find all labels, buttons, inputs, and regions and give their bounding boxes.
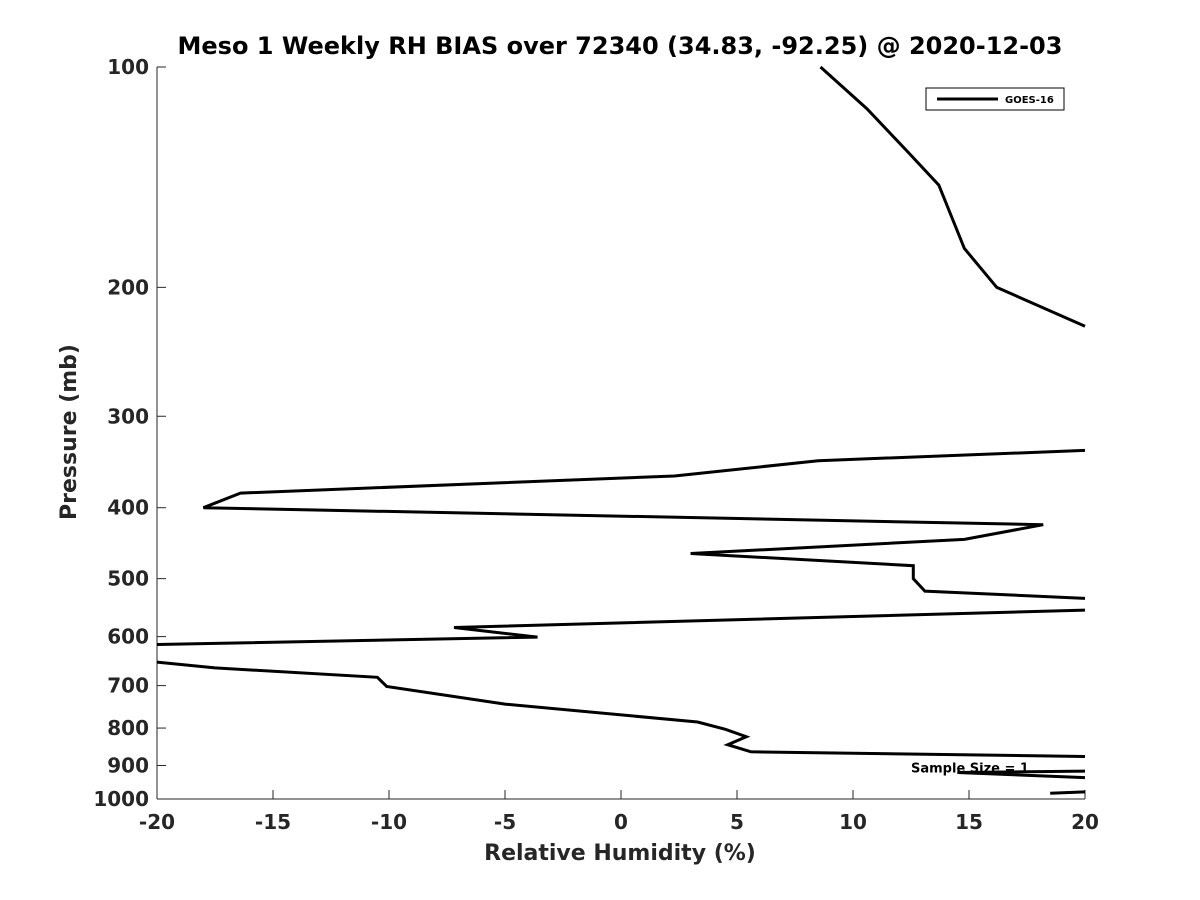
x-axis-label: Relative Humidity (%)	[484, 841, 756, 866]
series-line-goes-16-segment-6	[957, 771, 1086, 780]
y-tick-label: 100	[107, 55, 149, 79]
series-line-goes-16-segment-2	[202, 448, 1086, 600]
y-tick-label: 1000	[93, 787, 149, 811]
series-layer	[156, 65, 1086, 795]
y-tick-label: 500	[107, 567, 149, 591]
x-tick-label: 15	[955, 810, 983, 834]
y-axis-label: Pressure (mb)	[57, 344, 82, 520]
sample-size-annotation: Sample Size = 1	[911, 761, 1029, 776]
x-tick-label: 0	[614, 810, 628, 834]
series-line-goes-16-segment-7	[1050, 790, 1086, 795]
chart-title: Meso 1 Weekly RH BIAS over 72340 (34.83,…	[178, 32, 1063, 60]
legend: GOES-16	[925, 87, 1065, 111]
x-tick-label: 5	[730, 810, 744, 834]
x-tick-label: -20	[139, 810, 175, 834]
x-tick-label: -15	[255, 810, 291, 834]
y-tick-label: 300	[107, 404, 149, 428]
y-tick-label: 700	[107, 674, 149, 698]
x-axis: -20 -15 -10 -5 0 5 10 15 20	[139, 790, 1099, 834]
series-line-goes-16-segment-4	[156, 660, 1086, 758]
y-tick-label: 200	[107, 275, 149, 299]
x-tick-label: -5	[494, 810, 516, 834]
x-tick-label: 10	[839, 810, 867, 834]
y-tick-label: 800	[107, 716, 149, 740]
series-line-goes-16-segment-1	[819, 65, 1086, 328]
series-line-goes-16-segment-3	[156, 608, 1086, 646]
y-tick-label: 400	[107, 496, 149, 520]
legend-label-goes-16: GOES-16	[1005, 95, 1054, 106]
y-tick-label: 900	[107, 754, 149, 778]
annotation-layer: Sample Size = 1	[911, 761, 1029, 776]
y-axis: 100 200 300 400 500 600 700 800 900 1000	[93, 55, 166, 811]
x-tick-label: 20	[1071, 810, 1099, 834]
y-tick-label: 600	[107, 625, 149, 649]
x-tick-label: -10	[371, 810, 407, 834]
